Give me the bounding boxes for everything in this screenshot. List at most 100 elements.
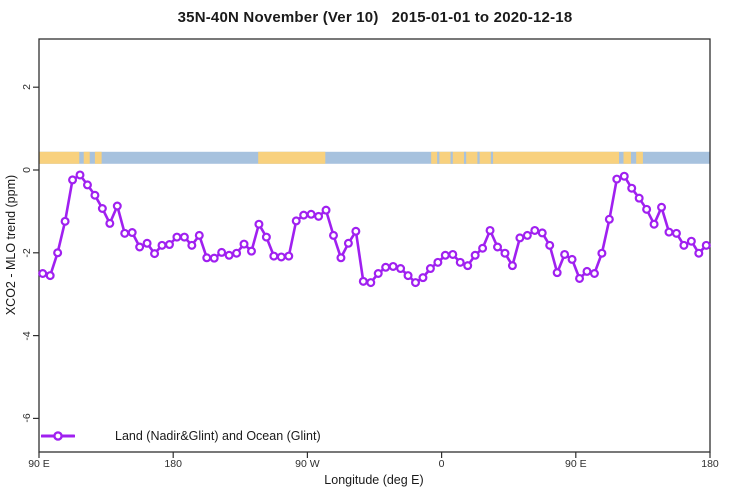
- data-point-marker: [440, 250, 450, 260]
- x-tick-label: 90 E: [28, 458, 50, 470]
- ocean-speck: [437, 151, 440, 164]
- ocean-speck: [463, 151, 467, 164]
- ocean-speck: [477, 151, 480, 164]
- data-point-marker: [500, 248, 510, 258]
- x-tick-label: 0: [438, 458, 445, 470]
- data-point-marker: [179, 232, 189, 242]
- data-point-marker: [373, 269, 383, 279]
- data-point-marker: [172, 232, 182, 242]
- data-point-marker: [627, 183, 637, 193]
- data-point-marker: [552, 268, 562, 278]
- data-point-marker: [396, 264, 406, 274]
- data-point-marker: [232, 248, 242, 258]
- data-point-marker: [515, 233, 525, 243]
- data-point-marker: [187, 240, 197, 250]
- data-point-marker: [463, 261, 473, 271]
- y-tick-label: -6: [21, 413, 33, 424]
- data-point-marker: [671, 228, 681, 238]
- land-band-segment: [94, 151, 102, 164]
- data-point-marker: [60, 216, 70, 226]
- data-point-marker: [381, 262, 391, 272]
- data-point-marker: [45, 271, 55, 281]
- land-band-segment: [39, 151, 80, 164]
- y-tick-label: -2: [21, 248, 33, 258]
- y-tick-label: 0: [21, 167, 33, 173]
- data-point-marker: [90, 190, 100, 200]
- x-tick-label: 90 W: [295, 458, 320, 470]
- data-point-marker: [455, 257, 465, 267]
- data-point-marker: [284, 251, 294, 261]
- data-point-marker: [194, 230, 204, 240]
- data-point-marker: [530, 225, 540, 235]
- data-point-marker: [642, 204, 652, 214]
- data-point-marker: [314, 211, 324, 221]
- data-point-marker: [470, 250, 480, 260]
- data-point-marker: [217, 247, 227, 257]
- data-point-marker: [112, 201, 122, 211]
- data-point-marker: [306, 209, 316, 219]
- data-point-marker: [686, 236, 696, 246]
- data-point-marker: [619, 171, 629, 181]
- data-point-marker: [269, 251, 279, 261]
- x-tick-label: 180: [701, 458, 719, 470]
- data-point-marker: [589, 269, 599, 279]
- data-point-marker: [657, 202, 667, 212]
- data-point-marker: [478, 243, 488, 253]
- land-band-segment: [431, 151, 620, 164]
- data-point-marker: [403, 271, 413, 281]
- data-point-marker: [321, 205, 331, 215]
- data-point-marker: [68, 175, 78, 185]
- data-point-marker: [246, 246, 256, 256]
- x-tick-label: 180: [164, 458, 182, 470]
- data-point-marker: [358, 276, 368, 286]
- data-point-marker: [604, 214, 614, 224]
- data-point-marker: [157, 240, 167, 250]
- data-point-marker: [53, 248, 63, 258]
- data-point-marker: [567, 254, 577, 264]
- y-tick-label: 2: [21, 84, 33, 91]
- chart-title: 35N-40N November (Ver 10) 2015-01-01 to …: [177, 9, 573, 26]
- data-point-marker: [105, 218, 115, 228]
- data-point-marker: [679, 240, 689, 250]
- data-point-marker: [299, 210, 309, 220]
- data-point-marker: [164, 240, 174, 250]
- ocean-speck: [490, 151, 494, 164]
- data-point-marker: [634, 193, 644, 203]
- land-band-segment: [83, 151, 90, 164]
- data-point-marker: [694, 248, 704, 258]
- data-point-marker: [142, 238, 152, 248]
- data-point-marker: [448, 249, 458, 259]
- x-axis-label: Longitude (deg E): [324, 473, 424, 487]
- y-tick-label: -4: [21, 330, 33, 341]
- data-point-marker: [351, 226, 361, 236]
- data-point-marker: [649, 219, 659, 229]
- data-point-marker: [75, 170, 85, 180]
- data-point-marker: [485, 225, 495, 235]
- data-point-marker: [328, 230, 338, 240]
- x-tick-label: 90 E: [564, 458, 587, 470]
- data-point-marker: [336, 253, 346, 263]
- y-axis-label: XCO2 - MLO trend (ppm): [4, 174, 18, 316]
- data-point-marker: [366, 278, 376, 288]
- data-point-marker: [38, 269, 48, 279]
- land-band-segment: [623, 151, 631, 164]
- data-point-marker: [209, 253, 219, 263]
- data-point-marker: [537, 228, 547, 238]
- data-point-marker: [418, 273, 428, 283]
- legend: Land (Nadir&Glint) and Ocean (Glint): [41, 429, 321, 443]
- data-point-marker: [135, 242, 145, 252]
- data-point-marker: [545, 240, 555, 250]
- legend-label: Land (Nadir&Glint) and Ocean (Glint): [115, 429, 321, 443]
- data-point-marker: [120, 228, 130, 238]
- data-point-marker: [343, 238, 353, 248]
- land-band-segment: [258, 151, 326, 164]
- data-point-marker: [291, 216, 301, 226]
- data-point-marker: [276, 252, 286, 262]
- data-point-marker: [701, 240, 711, 250]
- data-point-marker: [97, 204, 107, 214]
- data-point-marker: [493, 242, 503, 252]
- data-point-marker: [127, 228, 137, 238]
- land-band-segment: [636, 151, 643, 164]
- legend-marker-icon: [41, 431, 75, 441]
- data-point-marker: [150, 249, 160, 259]
